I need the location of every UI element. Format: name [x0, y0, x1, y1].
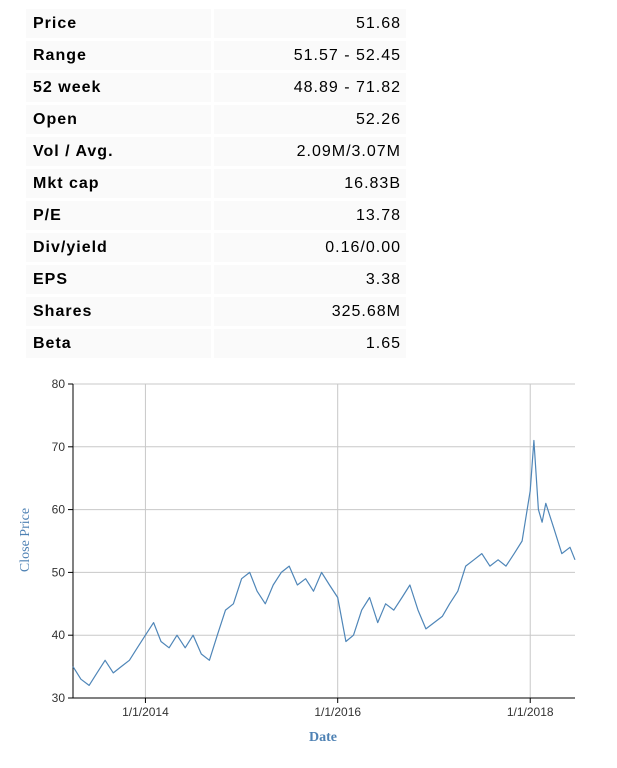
stat-value: 2.09M/3.07M	[211, 137, 406, 166]
chart-axes	[72, 384, 575, 699]
y-tick-label: 70	[52, 440, 66, 454]
stats-row: Shares 325.68M	[26, 297, 406, 326]
stats-row: Range 51.57 - 52.45	[26, 41, 406, 70]
stat-label: Open	[26, 105, 211, 134]
stat-value: 52.26	[211, 105, 406, 134]
x-tick-label: 1/1/2014	[122, 705, 169, 719]
stat-value: 13.78	[211, 201, 406, 230]
stats-row: Beta 1.65	[26, 329, 406, 358]
stat-label: EPS	[26, 265, 211, 294]
stat-value: 325.68M	[211, 297, 406, 326]
y-tick-label: 50	[52, 565, 66, 579]
y-axis-ticks: 30 40 50 60 70 80	[52, 377, 73, 705]
stat-value: 51.57 - 52.45	[211, 41, 406, 70]
stats-row: EPS 3.38	[26, 265, 406, 294]
stat-value: 1.65	[211, 329, 406, 358]
stats-table: Price 51.68 Range 51.57 - 52.45 52 week 48.89…	[26, 6, 406, 361]
stat-label: Shares	[26, 297, 211, 326]
stats-row: Vol / Avg. 2.09M/3.07M	[26, 137, 406, 166]
stats-row: P/E 13.78	[26, 201, 406, 230]
y-tick-label: 40	[52, 628, 66, 642]
x-tick-label: 1/1/2016	[314, 705, 361, 719]
x-axis-title: Date	[309, 730, 337, 745]
stats-row: Mkt cap 16.83B	[26, 169, 406, 198]
stats-row: Price 51.68	[26, 9, 406, 38]
stat-value: 51.68	[211, 9, 406, 38]
price-series-line	[72, 439, 576, 686]
x-axis-ticks: 1/1/2014 1/1/2016 1/1/2018	[122, 698, 554, 719]
stat-value: 16.83B	[211, 169, 406, 198]
y-tick-label: 80	[52, 377, 66, 391]
y-tick-label: 30	[52, 691, 66, 705]
y-tick-label: 60	[52, 503, 66, 517]
stat-label: P/E	[26, 201, 211, 230]
chart-series	[72, 439, 576, 686]
stat-value: 48.89 - 71.82	[211, 73, 406, 102]
stats-row: 52 week 48.89 - 71.82	[26, 73, 406, 102]
y-axis-title: Close Price	[18, 508, 33, 572]
stats-row: Div/yield 0.16/0.00	[26, 233, 406, 262]
stat-label: Range	[26, 41, 211, 70]
stat-label: 52 week	[26, 73, 211, 102]
stat-label: Vol / Avg.	[26, 137, 211, 166]
stat-label: Mkt cap	[26, 169, 211, 198]
stat-label: Beta	[26, 329, 211, 358]
stat-value: 0.16/0.00	[211, 233, 406, 262]
stat-value: 3.38	[211, 265, 406, 294]
price-chart: 30 40 50 60 70 80 1/1/2014 1/1/2016 1/1/2018 Da…	[18, 377, 576, 745]
stats-row: Open 52.26	[26, 105, 406, 134]
stat-label: Div/yield	[26, 233, 211, 262]
x-tick-label: 1/1/2018	[507, 705, 554, 719]
chart-grid	[73, 383, 575, 698]
stat-label: Price	[26, 9, 211, 38]
